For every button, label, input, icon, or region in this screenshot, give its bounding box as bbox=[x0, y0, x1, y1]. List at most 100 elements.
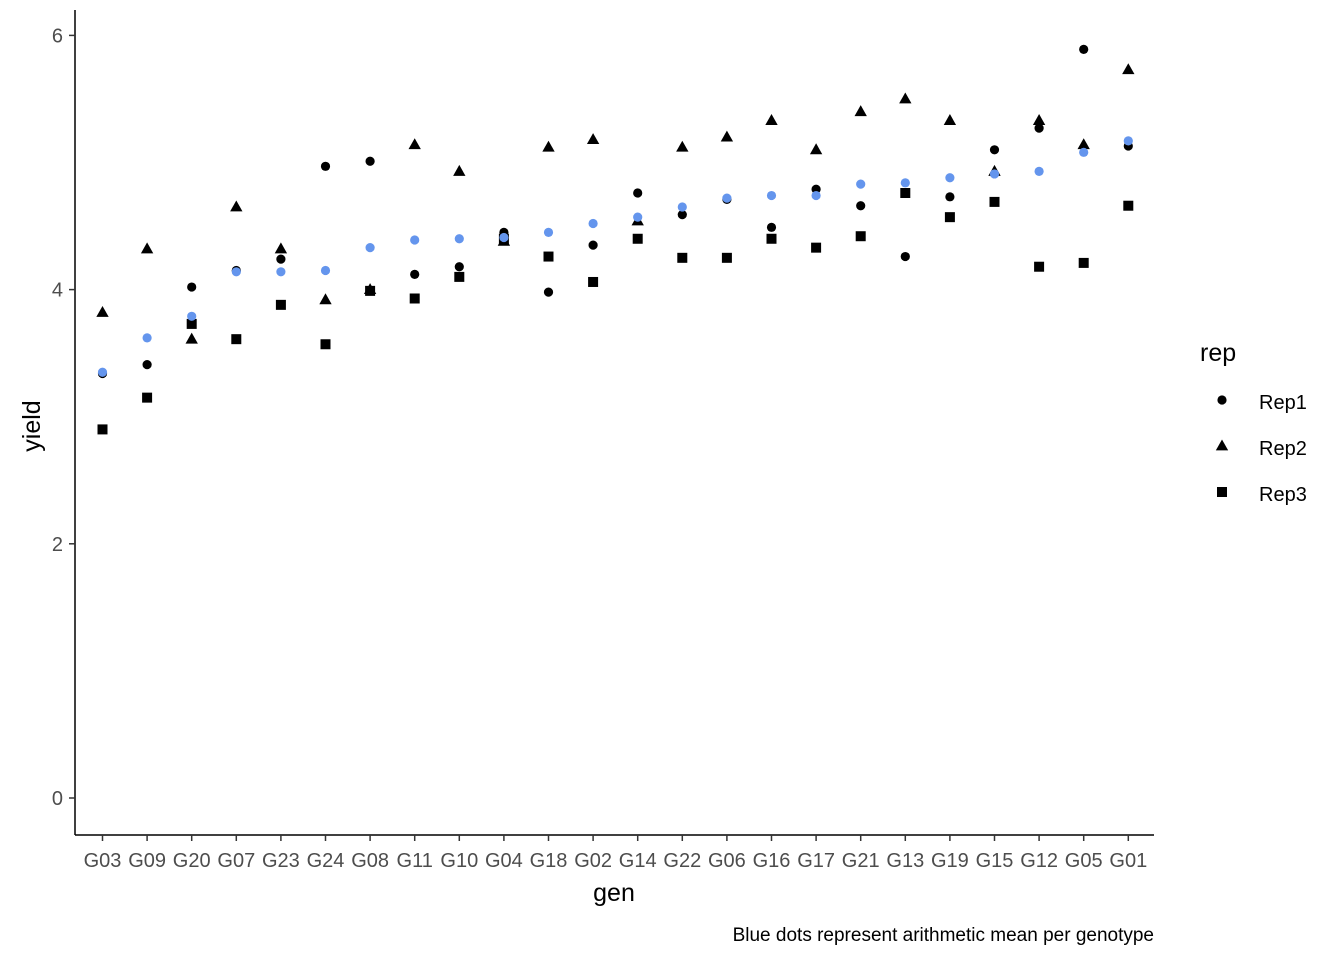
y-axis: 0 2 4 6 bbox=[52, 10, 76, 835]
data-point bbox=[453, 164, 466, 176]
data-point bbox=[720, 130, 734, 142]
data-point bbox=[588, 276, 599, 287]
data-points bbox=[96, 44, 1135, 435]
x-tick-label: G07 bbox=[217, 850, 255, 872]
data-point bbox=[900, 188, 911, 199]
legend: rep Rep1 Rep2 Rep3 bbox=[1200, 339, 1307, 506]
legend-item-rep2: Rep2 bbox=[1215, 438, 1307, 460]
x-tick-label: G18 bbox=[530, 850, 568, 872]
data-point bbox=[276, 254, 286, 264]
data-point bbox=[588, 240, 598, 250]
data-point bbox=[410, 235, 420, 245]
data-point bbox=[365, 285, 376, 296]
data-point bbox=[543, 251, 554, 262]
data-point bbox=[454, 262, 464, 272]
data-point bbox=[187, 311, 197, 321]
data-point bbox=[766, 190, 777, 201]
data-point bbox=[187, 282, 197, 292]
data-point bbox=[320, 161, 331, 171]
data-point bbox=[944, 212, 955, 223]
data-point bbox=[989, 169, 1000, 179]
data-point bbox=[677, 202, 687, 212]
data-point bbox=[454, 234, 464, 244]
x-tick-label: G14 bbox=[619, 850, 657, 872]
series-rep1 bbox=[97, 44, 1133, 379]
data-point bbox=[1122, 63, 1135, 75]
x-tick-label: G03 bbox=[84, 850, 122, 872]
data-point bbox=[499, 232, 509, 243]
legend-key-square bbox=[1217, 487, 1227, 497]
data-point bbox=[230, 200, 243, 212]
data-point bbox=[142, 359, 152, 370]
data-point bbox=[633, 188, 643, 198]
x-tick-label: G04 bbox=[485, 850, 523, 872]
legend-key-triangle bbox=[1215, 439, 1229, 451]
data-point bbox=[945, 173, 955, 183]
data-point bbox=[809, 143, 823, 155]
data-point bbox=[542, 140, 555, 152]
data-point bbox=[900, 251, 910, 262]
data-point bbox=[1032, 114, 1046, 125]
x-tick-label: G20 bbox=[173, 850, 211, 872]
data-point bbox=[365, 156, 375, 166]
chart-caption: Blue dots represent arithmetic mean per … bbox=[733, 925, 1154, 946]
x-tick-label: G17 bbox=[797, 850, 835, 872]
data-point bbox=[855, 231, 866, 242]
data-point bbox=[543, 227, 554, 238]
data-point bbox=[766, 222, 777, 232]
data-point bbox=[856, 201, 866, 211]
legend-label: Rep3 bbox=[1259, 484, 1307, 506]
data-point bbox=[586, 133, 600, 145]
x-axis-title: gen bbox=[593, 879, 635, 907]
x-tick-label: G01 bbox=[1109, 850, 1147, 872]
data-point bbox=[319, 293, 332, 305]
data-point bbox=[945, 192, 955, 202]
data-point bbox=[633, 212, 643, 222]
data-point bbox=[97, 367, 108, 377]
data-point bbox=[320, 339, 331, 350]
data-point bbox=[677, 210, 687, 220]
data-point bbox=[408, 138, 421, 150]
data-point bbox=[854, 105, 867, 117]
data-point bbox=[275, 299, 286, 310]
data-point bbox=[811, 190, 821, 201]
data-point bbox=[632, 233, 643, 244]
series-rep3 bbox=[97, 188, 1134, 435]
data-point bbox=[766, 233, 777, 244]
data-point bbox=[231, 267, 241, 277]
data-point bbox=[943, 114, 957, 125]
x-tick-label: G05 bbox=[1065, 850, 1103, 872]
x-tick-label: G16 bbox=[753, 850, 791, 872]
data-point bbox=[96, 305, 109, 317]
data-point bbox=[900, 178, 910, 188]
data-point bbox=[1034, 261, 1045, 272]
y-tick-label: 2 bbox=[52, 534, 63, 556]
data-point bbox=[231, 334, 242, 345]
data-point bbox=[320, 265, 331, 276]
data-point bbox=[989, 145, 1000, 155]
data-point bbox=[365, 243, 375, 253]
legend-key-circle bbox=[1217, 395, 1227, 405]
x-tick-label: G02 bbox=[574, 850, 612, 872]
data-point bbox=[1079, 147, 1089, 157]
data-point bbox=[276, 267, 286, 277]
x-tick-label: G09 bbox=[128, 850, 166, 872]
data-point bbox=[274, 242, 288, 254]
data-point bbox=[142, 333, 152, 343]
data-point bbox=[1034, 166, 1044, 176]
y-tick-label: 6 bbox=[52, 25, 63, 47]
data-point bbox=[1079, 44, 1089, 54]
y-tick-label: 4 bbox=[52, 280, 63, 302]
legend-label: Rep2 bbox=[1259, 438, 1307, 460]
data-point bbox=[989, 196, 1000, 207]
data-point bbox=[409, 293, 420, 304]
x-tick-label: G08 bbox=[351, 850, 389, 872]
data-point bbox=[1078, 257, 1089, 268]
data-point bbox=[185, 332, 198, 344]
data-point bbox=[142, 392, 153, 403]
x-tick-label: G15 bbox=[976, 850, 1014, 872]
y-tick-label: 0 bbox=[52, 788, 63, 810]
series-rep2 bbox=[96, 63, 1135, 344]
data-point bbox=[410, 269, 420, 279]
legend-item-rep1: Rep1 bbox=[1217, 392, 1307, 414]
